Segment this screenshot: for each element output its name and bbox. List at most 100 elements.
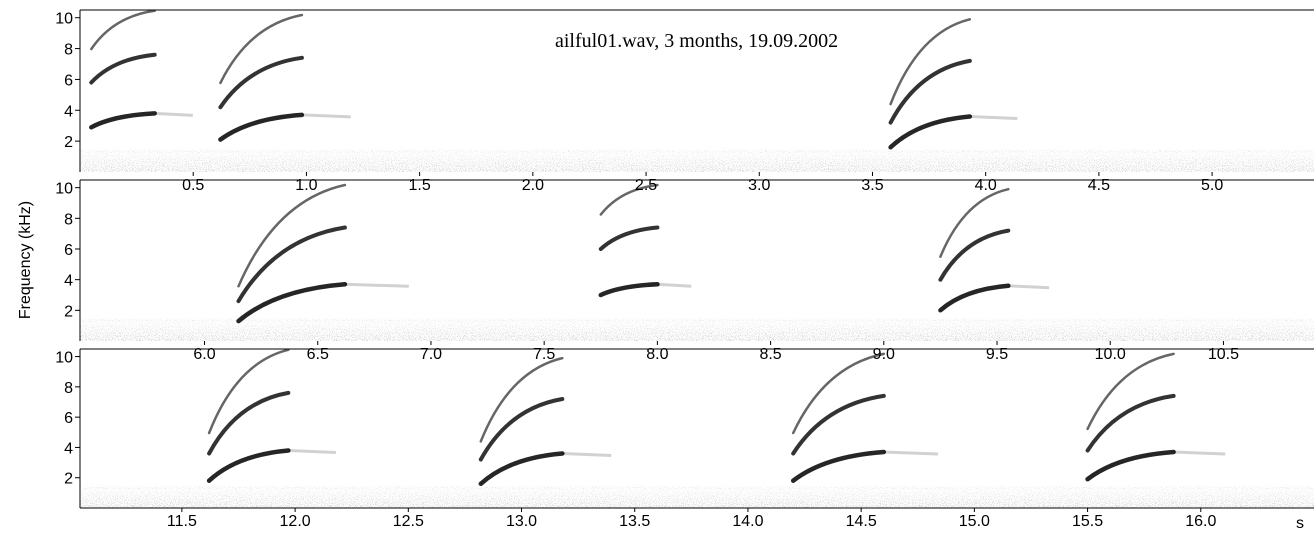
x-tick-label: 14.0 [732, 513, 763, 530]
x-tick-label: 4.0 [975, 177, 997, 194]
harmonic-3 [599, 183, 659, 216]
harmonic-tail [1173, 450, 1226, 456]
x-tick-label: 2.0 [522, 177, 544, 194]
y-tick-label: 6 [64, 72, 73, 89]
y-axis-label: Frequency (kHz) [17, 201, 34, 319]
spectrogram-panel-3: 2 4 6 8 10 11.5 12.0 12.5 13.0 13.5 14.0 14.5 15.0 15… [55, 348, 1314, 530]
x-tick-label: 14.5 [846, 513, 877, 530]
harmonic-2 [218, 55, 304, 110]
harmonic-3 [889, 18, 972, 106]
harmonic-3 [1086, 352, 1175, 431]
y-tick-label: 2 [64, 471, 73, 488]
harmonic-1 [206, 448, 291, 483]
harmonic-1 [218, 112, 305, 142]
spectrogram-panel-1: 2 4 6 8 10 0.5 1.0 1.5 2.0 2.5 3.0 3.5 4.0 4.5 5.0 [55, 9, 1314, 194]
harmonic-3 [90, 9, 156, 51]
x-tick-label: 1.0 [295, 177, 317, 194]
low-band-noise [80, 150, 1314, 153]
x-tick-label: 11.5 [167, 513, 197, 530]
x-tick-label: 6.5 [307, 346, 329, 363]
harmonic-tail [562, 452, 612, 457]
y-tick-label: 8 [64, 380, 73, 397]
low-band-noise [80, 319, 1314, 322]
harmonic-2 [89, 52, 157, 85]
harmonic-2 [478, 397, 565, 462]
harmonic-3 [479, 356, 564, 443]
y-tick-label: 8 [64, 42, 73, 59]
harmonic-2 [888, 58, 972, 125]
harmonic-1 [938, 283, 1011, 313]
harmonic-2 [938, 228, 1011, 282]
call [1085, 352, 1226, 482]
x-unit-label: s [1296, 515, 1304, 532]
harmonic-1 [236, 282, 348, 324]
x-tick-label: 3.0 [748, 177, 770, 194]
y-tick-label: 10 [55, 350, 73, 367]
x-tick-label: 4.5 [1088, 177, 1110, 194]
call [598, 183, 692, 298]
x-tick-label: 5.0 [1201, 177, 1223, 194]
harmonic-tail [344, 282, 409, 288]
x-tick-label: 16.0 [1185, 513, 1216, 530]
call [888, 18, 1018, 150]
chart-title: ailful01.wav, 3 months, 19.09.2002 [555, 30, 838, 52]
harmonic-3 [791, 352, 886, 435]
x-tick-label: 1.5 [409, 177, 431, 194]
harmonic-3 [219, 13, 304, 85]
y-tick-label: 10 [55, 181, 73, 198]
harmonic-1 [598, 282, 660, 298]
y-tick-label: 6 [64, 410, 73, 427]
harmonic-tail [657, 282, 692, 288]
harmonic-tail [288, 449, 336, 454]
y-tick-label: 2 [64, 134, 73, 151]
x-tick-label: 15.0 [959, 513, 990, 530]
harmonic-tail [301, 113, 351, 119]
call [938, 187, 1050, 313]
x-tick-label: 2.5 [635, 177, 657, 194]
x-tick-label: 10.0 [1095, 346, 1126, 363]
harmonic-2 [791, 393, 886, 456]
harmonic-2 [1085, 393, 1176, 453]
harmonic-1 [89, 111, 157, 130]
harmonic-1 [1085, 449, 1176, 482]
y-tick-label: 4 [64, 103, 73, 120]
call [206, 348, 336, 483]
x-tick-label: 6.0 [193, 346, 215, 363]
harmonic-1 [478, 451, 565, 487]
x-tick-label: 13.0 [506, 513, 537, 530]
harmonic-3 [207, 348, 290, 435]
x-tick-label: 12.5 [393, 513, 424, 530]
x-tick-label: 10.5 [1208, 346, 1239, 363]
call [790, 352, 939, 483]
harmonic-2 [207, 390, 291, 456]
y-tick-label: 8 [64, 211, 73, 228]
y-tick-label: 4 [64, 440, 73, 457]
harmonic-2 [598, 225, 660, 251]
x-tick-label: 15.5 [1072, 513, 1103, 530]
call [478, 356, 612, 487]
call [89, 9, 193, 130]
low-band-noise [80, 486, 1314, 489]
harmonic-2 [236, 225, 347, 304]
harmonic-3 [237, 183, 347, 288]
harmonic-tail [154, 111, 193, 117]
harmonic-tail [1008, 284, 1050, 290]
harmonic-1 [888, 114, 973, 150]
y-tick-label: 2 [64, 303, 73, 320]
x-tick-label: 8.0 [646, 346, 668, 363]
call [236, 183, 409, 324]
x-tick-label: 0.5 [182, 177, 204, 194]
harmonic-3 [939, 187, 1010, 258]
x-tick-label: 7.0 [420, 346, 442, 363]
harmonic-tail [969, 115, 1018, 120]
harmonic-tail [883, 450, 939, 456]
harmonic-1 [790, 449, 887, 483]
x-tick-label: 7.5 [533, 346, 555, 363]
y-tick-label: 4 [64, 273, 73, 290]
x-tick-label: 9.5 [986, 346, 1008, 363]
y-tick-label: 6 [64, 242, 73, 259]
y-tick-label: 10 [55, 11, 73, 28]
x-tick-label: 13.5 [619, 513, 650, 530]
x-tick-label: 3.5 [861, 177, 883, 194]
